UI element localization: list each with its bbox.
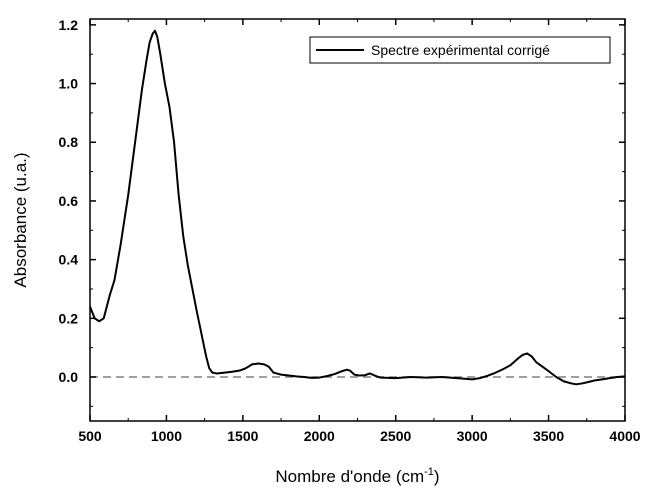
x-tick-label: 1000: [151, 428, 182, 444]
y-tick-label: 0.8: [59, 134, 79, 150]
x-axis-title-suffix: ): [434, 467, 440, 486]
x-tick-label: 500: [78, 428, 102, 444]
y-tick-label: 1.0: [59, 76, 79, 92]
plot-frame: [89, 18, 626, 422]
y-tick-label: 1.2: [59, 17, 79, 33]
x-axis-title-superscript: -1: [424, 466, 434, 478]
x-axis-ticks: 500 1000 1500 2000 2500 3000 3500 4000: [78, 19, 641, 444]
x-tick-label: 1500: [227, 428, 258, 444]
x-axis-title-main: Nombre d'onde (cm: [275, 467, 424, 486]
y-tick-label: 0.6: [59, 193, 79, 209]
legend: Spectre expérimental corrigé: [309, 36, 611, 64]
series-layer: [89, 29, 626, 386]
y-tick-label: 0.4: [59, 252, 79, 268]
y-axis-ticks: 0.0 0.2 0.4 0.6 0.8 1.0 1.2: [59, 17, 625, 407]
x-axis-title: Nombre d'onde (cm-1): [275, 466, 439, 486]
series-line-0: [89, 29, 626, 386]
x-tick-label: 2000: [304, 428, 335, 444]
x-tick-label: 2500: [380, 428, 411, 444]
y-axis-title: Absorbance (u.a.): [11, 152, 30, 287]
x-tick-label: 3500: [533, 428, 564, 444]
legend-label: Spectre expérimental corrigé: [371, 42, 550, 58]
x-tick-label: 3000: [457, 428, 488, 444]
x-tick-label: 4000: [609, 428, 640, 444]
y-tick-label: 0.0: [59, 369, 79, 385]
y-tick-label: 0.2: [59, 310, 79, 326]
